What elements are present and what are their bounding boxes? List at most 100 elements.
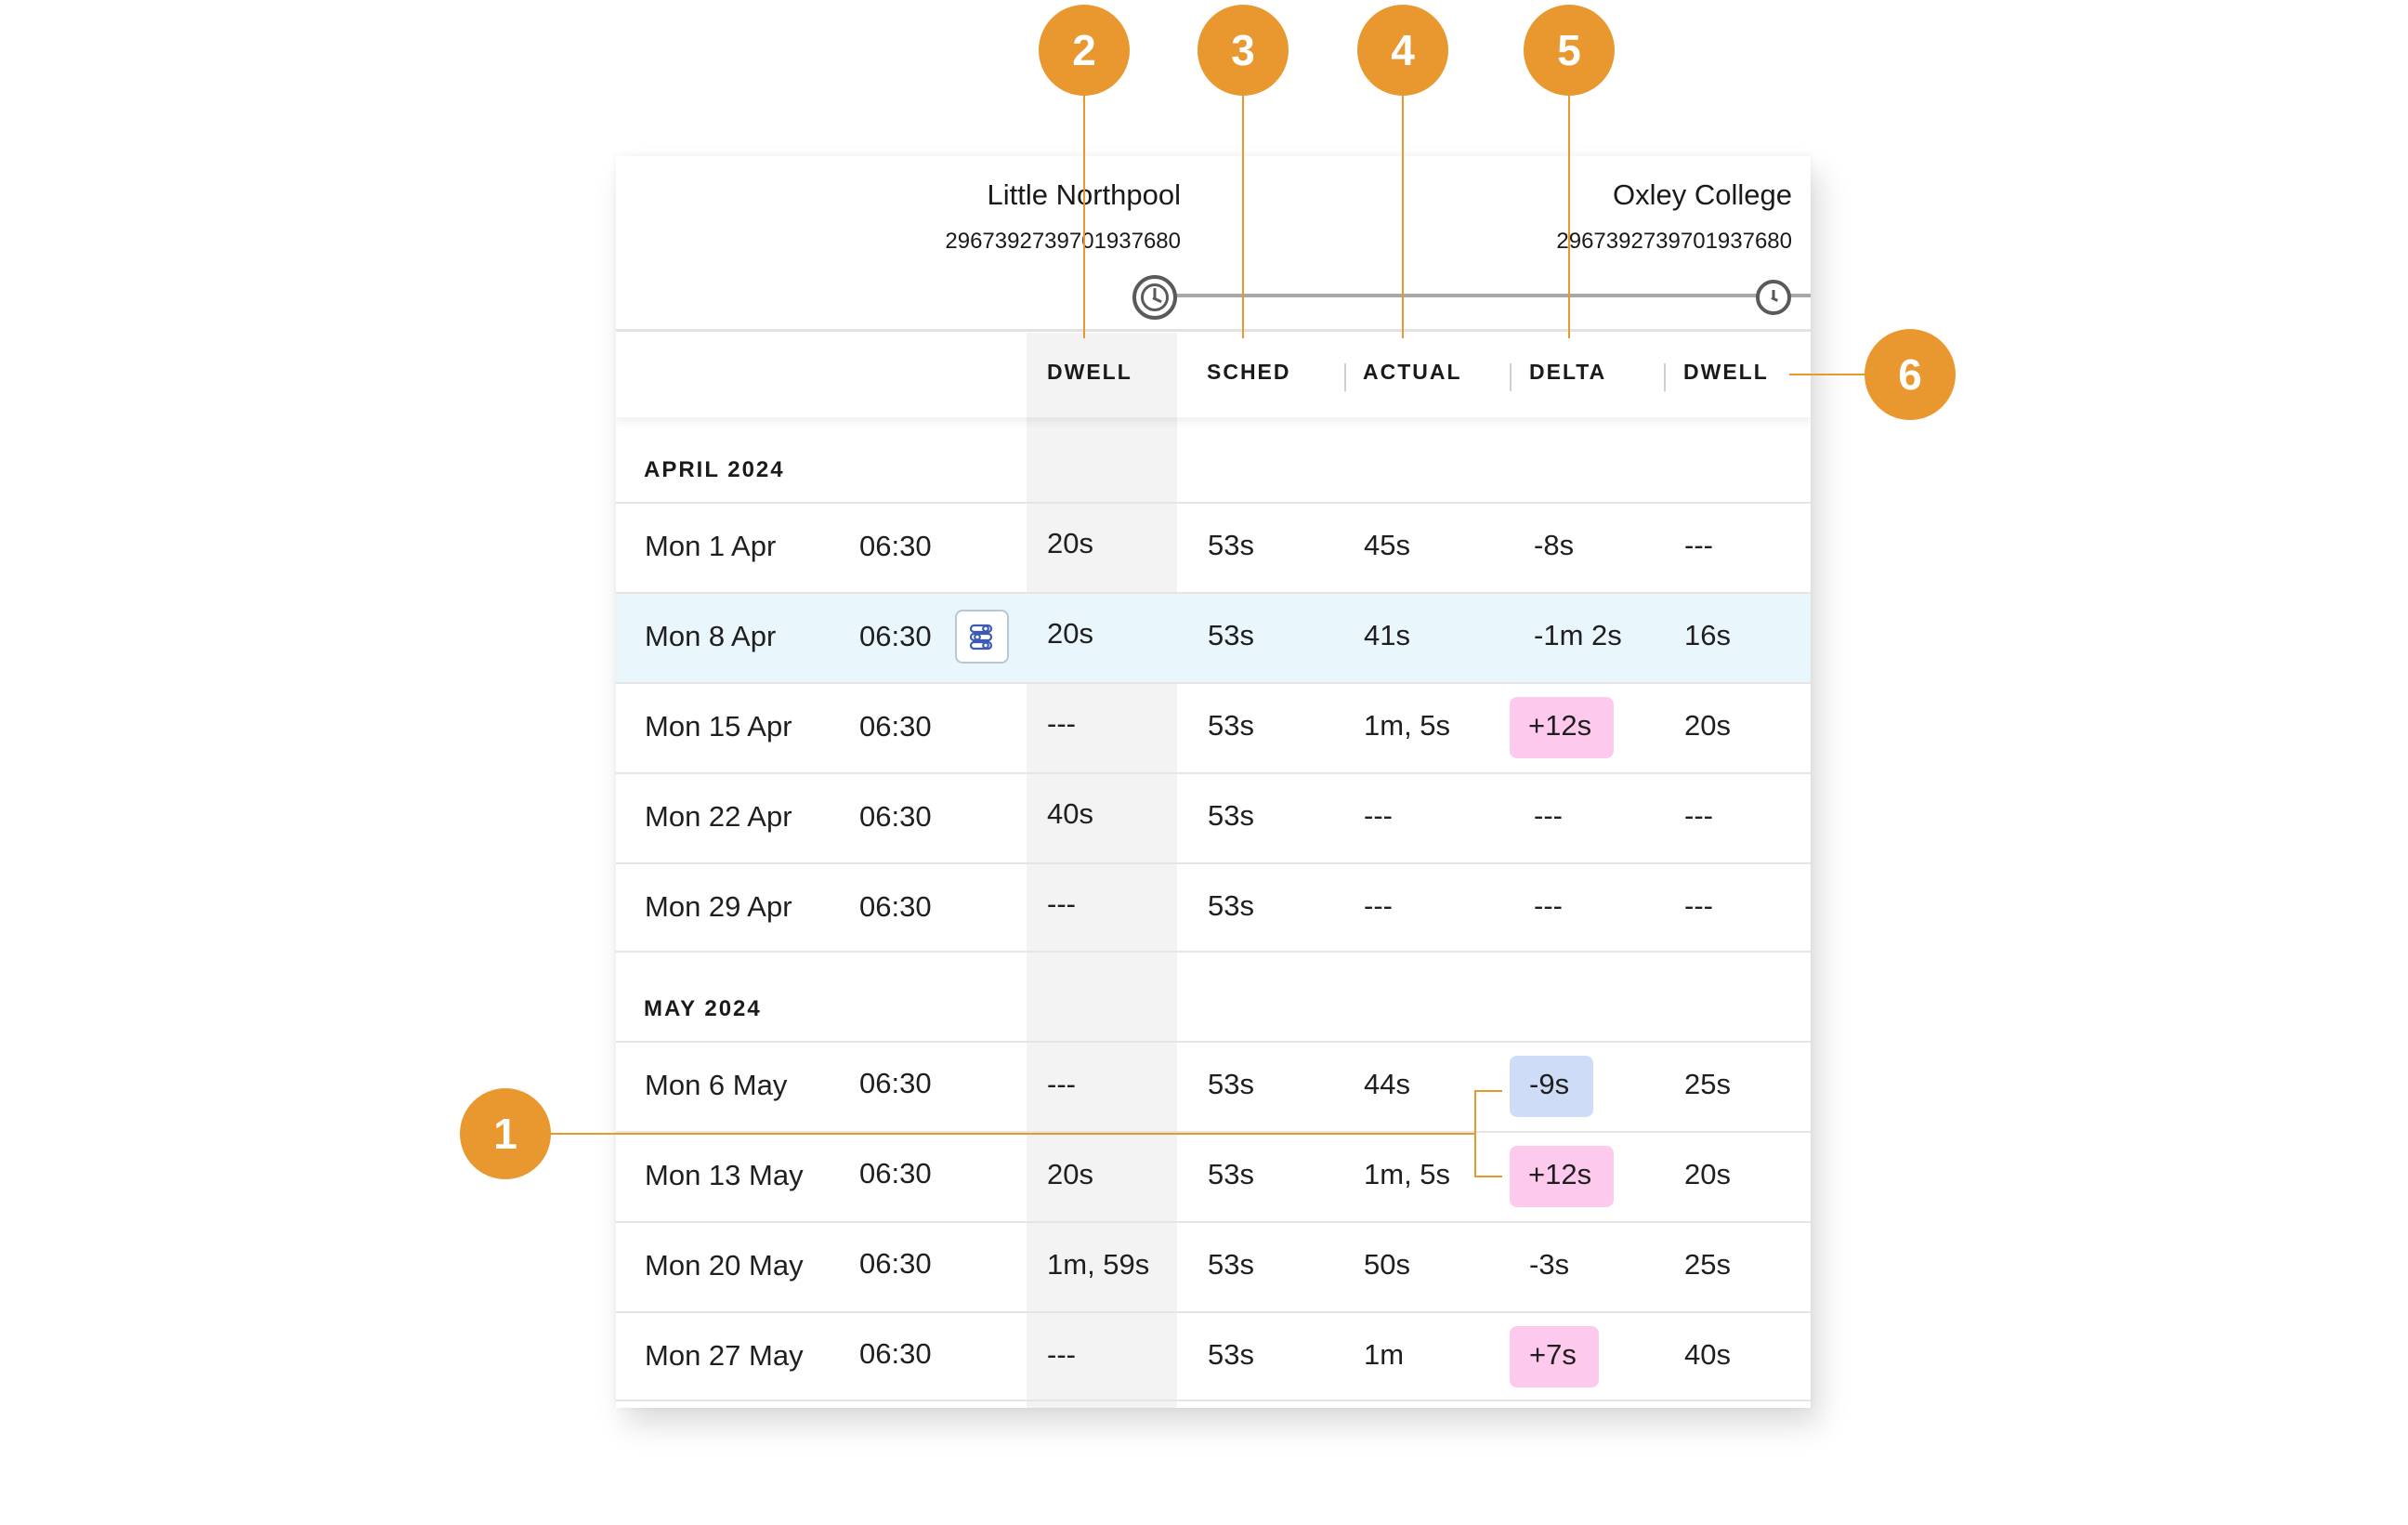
sliders-icon bbox=[969, 624, 993, 651]
destination-stop-name: Oxley College bbox=[1613, 178, 1792, 211]
table-row[interactable]: Mon 27 May 06:30 --- 53s 1m +7s 40s bbox=[616, 1311, 1811, 1401]
table-row[interactable]: Mon 1 Apr 06:30 20s 53s 45s -8s --- bbox=[616, 502, 1811, 592]
row-sched: 53s bbox=[1208, 799, 1254, 832]
header-divider bbox=[616, 329, 1811, 332]
row-sched: 53s bbox=[1208, 889, 1254, 922]
row-date: Mon 29 Apr bbox=[645, 890, 792, 923]
row-delta: +7s bbox=[1529, 1338, 1577, 1371]
row-time: 06:30 bbox=[859, 800, 932, 833]
callout-marker: 3 bbox=[1197, 5, 1289, 96]
callout-leader-line bbox=[1789, 374, 1865, 375]
destination-stop-id: 2967392739701937680 bbox=[1556, 229, 1792, 254]
timetable-panel: Little Northpool 2967392739701937680 Oxl… bbox=[616, 156, 1811, 1408]
row-time: 06:30 bbox=[859, 620, 932, 652]
row-date: Mon 1 Apr bbox=[645, 530, 777, 562]
col-header-delta[interactable]: DELTA bbox=[1529, 360, 1607, 384]
row-dwell: --- bbox=[1047, 1068, 1076, 1100]
route-line bbox=[1153, 294, 1811, 297]
callout-leader-line bbox=[1083, 93, 1085, 338]
row-time: 06:30 bbox=[859, 1337, 932, 1370]
month-heading: MAY 2024 bbox=[644, 996, 762, 1021]
callout-leader-line bbox=[548, 1133, 1475, 1135]
row-time: 06:30 bbox=[859, 530, 932, 562]
row-actual: 1m bbox=[1364, 1338, 1405, 1371]
row-delta: -9s bbox=[1529, 1068, 1570, 1100]
row-actual: --- bbox=[1364, 889, 1393, 922]
delta-late-badge bbox=[1510, 1326, 1599, 1387]
col-header-actual[interactable]: ACTUAL bbox=[1363, 360, 1462, 384]
callout-marker: 2 bbox=[1039, 5, 1130, 96]
row-dwell-destination: 20s bbox=[1684, 1158, 1731, 1190]
row-sched: 53s bbox=[1208, 1338, 1254, 1371]
row-delta: +12s bbox=[1528, 1158, 1592, 1190]
row-sched: 53s bbox=[1208, 619, 1254, 651]
delta-late-badge bbox=[1510, 697, 1614, 758]
row-date: Mon 20 May bbox=[645, 1249, 804, 1282]
callout-marker: 4 bbox=[1357, 5, 1448, 96]
origin-stop-id: 2967392739701937680 bbox=[945, 229, 1181, 254]
row-actual: 44s bbox=[1364, 1068, 1410, 1100]
month-heading: APRIL 2024 bbox=[644, 457, 785, 482]
callout-leader-line bbox=[1568, 93, 1570, 338]
row-dwell: --- bbox=[1047, 1338, 1076, 1371]
row-date: Mon 22 Apr bbox=[645, 800, 792, 833]
dwell-column-background bbox=[1027, 333, 1177, 1408]
table-row-selected[interactable]: Mon 8 Apr 06:30 20s 53s 41s -1m 2s 16s bbox=[616, 592, 1811, 682]
callout-leader-line bbox=[1474, 1176, 1502, 1177]
row-settings-button[interactable] bbox=[955, 610, 1009, 664]
col-header-dwell[interactable]: DWELL bbox=[1047, 360, 1132, 384]
delta-late-badge bbox=[1510, 1146, 1614, 1207]
column-separator bbox=[1664, 363, 1666, 391]
table-row[interactable]: Mon 20 May 06:30 1m, 59s 53s 50s -3s 25s bbox=[616, 1221, 1811, 1311]
col-header-dwell-destination[interactable]: DWELL bbox=[1683, 360, 1769, 384]
table-row[interactable]: Mon 6 May 06:30 --- 53s 44s -9s 25s bbox=[616, 1041, 1811, 1131]
row-dwell-destination: --- bbox=[1684, 529, 1713, 561]
row-delta: --- bbox=[1534, 889, 1563, 922]
row-date: Mon 6 May bbox=[645, 1069, 788, 1101]
row-actual: 45s bbox=[1364, 529, 1410, 561]
row-actual: 1m, 5s bbox=[1364, 709, 1451, 742]
callout-leader-line bbox=[1474, 1090, 1502, 1092]
row-dwell-destination: 20s bbox=[1684, 709, 1731, 742]
row-actual: 50s bbox=[1364, 1248, 1410, 1281]
row-dwell: 1m, 59s bbox=[1047, 1248, 1150, 1281]
row-dwell: --- bbox=[1047, 887, 1076, 920]
row-dwell-destination: --- bbox=[1684, 889, 1713, 922]
clock-icon[interactable] bbox=[1756, 280, 1791, 315]
row-sched: 53s bbox=[1208, 1158, 1254, 1190]
delta-early-badge bbox=[1510, 1056, 1593, 1117]
row-dwell-destination: 16s bbox=[1684, 619, 1731, 651]
row-time: 06:30 bbox=[859, 1157, 932, 1190]
row-dwell: 20s bbox=[1047, 617, 1093, 650]
row-sched: 53s bbox=[1208, 709, 1254, 742]
callout-leader-line bbox=[1242, 93, 1244, 338]
column-separator bbox=[1344, 363, 1346, 391]
row-actual: 1m, 5s bbox=[1364, 1158, 1451, 1190]
row-delta: --- bbox=[1534, 799, 1563, 832]
column-header-row: DWELL SCHED ACTUAL DELTA DWELL bbox=[616, 332, 1811, 417]
table-row[interactable]: Mon 15 Apr 06:30 --- 53s 1m, 5s +12s 20s bbox=[616, 682, 1811, 772]
callout-marker: 1 bbox=[460, 1088, 551, 1179]
row-dwell-destination: 40s bbox=[1684, 1338, 1731, 1371]
row-dwell: 20s bbox=[1047, 527, 1093, 559]
row-date: Mon 15 Apr bbox=[645, 710, 792, 743]
clock-icon[interactable] bbox=[1132, 275, 1177, 320]
row-delta: -3s bbox=[1529, 1248, 1570, 1281]
column-separator bbox=[1510, 363, 1512, 391]
row-sched: 53s bbox=[1208, 1068, 1254, 1100]
table-row[interactable]: Mon 29 Apr 06:30 --- 53s --- --- --- bbox=[616, 862, 1811, 953]
row-date: Mon 8 Apr bbox=[645, 620, 777, 652]
col-header-sched[interactable]: SCHED bbox=[1207, 360, 1291, 384]
row-delta: +12s bbox=[1528, 709, 1592, 742]
table-row[interactable]: Mon 22 Apr 06:30 40s 53s --- --- --- bbox=[616, 772, 1811, 862]
row-dwell: --- bbox=[1047, 707, 1076, 740]
row-dwell-destination: 25s bbox=[1684, 1248, 1731, 1281]
row-actual: 41s bbox=[1364, 619, 1410, 651]
row-delta: -1m 2s bbox=[1534, 619, 1622, 651]
row-dwell: 40s bbox=[1047, 797, 1093, 830]
row-time: 06:30 bbox=[859, 1247, 932, 1280]
row-actual: --- bbox=[1364, 799, 1393, 832]
table-row[interactable]: Mon 13 May 06:30 20s 53s 1m, 5s +12s 20s bbox=[616, 1131, 1811, 1221]
row-time: 06:30 bbox=[859, 710, 932, 743]
row-sched: 53s bbox=[1208, 529, 1254, 561]
